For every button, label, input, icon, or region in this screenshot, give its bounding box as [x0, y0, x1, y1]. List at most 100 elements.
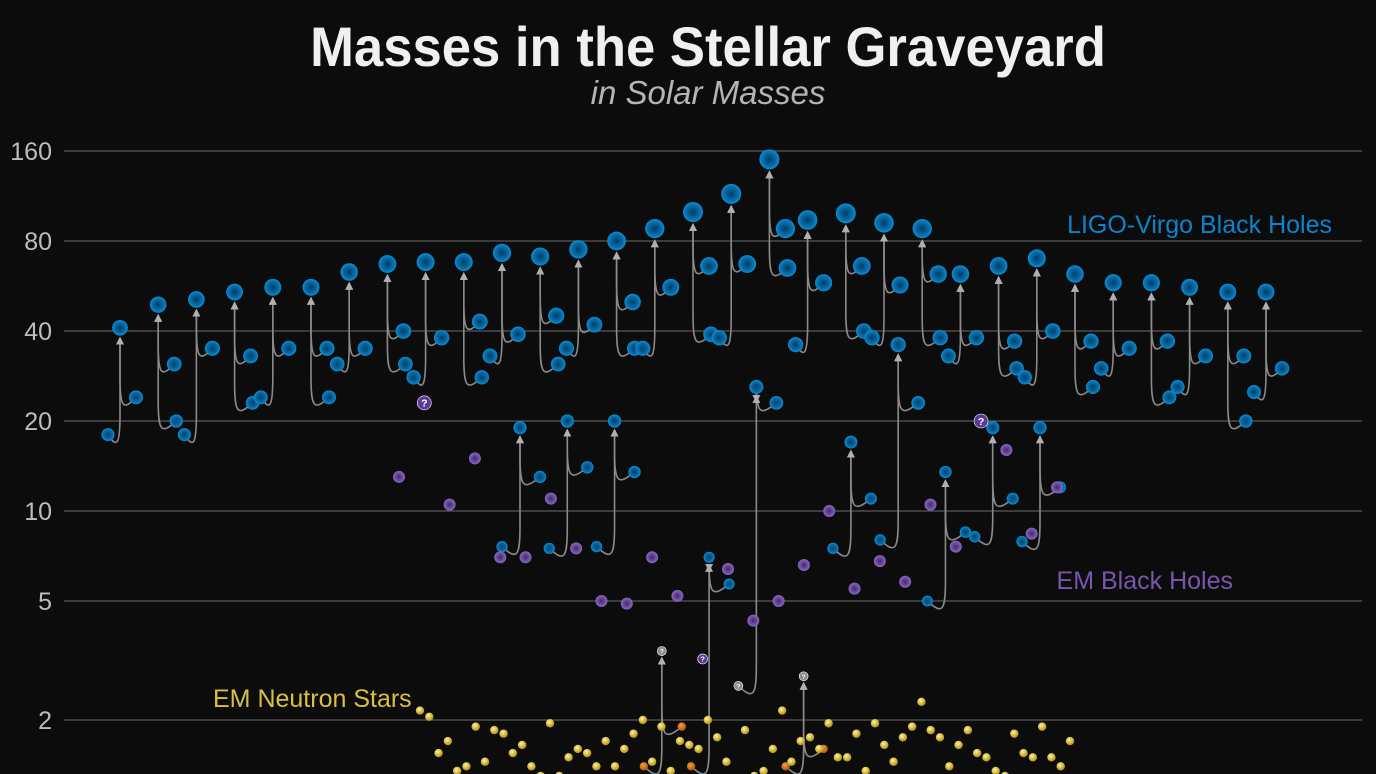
em-neutron-star-point	[490, 725, 499, 735]
ligo-component-point	[253, 390, 268, 405]
ligo-component-point	[166, 356, 182, 372]
ligo-remnant-point	[835, 203, 856, 224]
ligo-component-point	[1121, 340, 1137, 356]
question-mark-icon: ?	[421, 398, 427, 410]
em-neutron-star-point	[722, 757, 731, 766]
question-mark-icon: ?	[802, 674, 806, 681]
ligo-component-point	[778, 259, 797, 277]
ligo-remnant-point	[1257, 283, 1275, 301]
ligo-remnant-point	[302, 278, 320, 296]
em-neutron-star-point	[545, 719, 555, 728]
merger-arrow	[785, 681, 808, 774]
ligo-remnant-point	[607, 231, 626, 251]
ligo-remnant-point	[1027, 249, 1046, 268]
ligo-component-point	[471, 313, 488, 330]
ligo-remnant-point	[454, 253, 473, 272]
y-tick-label: 20	[24, 408, 52, 436]
ligo-remnant-point	[939, 465, 952, 479]
ligo-component-point	[433, 329, 450, 346]
ligo-remnant-point	[1033, 421, 1047, 435]
em-neutron-star-point	[824, 719, 833, 728]
y-tick-label: 40	[24, 318, 52, 346]
ligo-component-point	[101, 428, 115, 442]
ligo-component-point	[940, 348, 956, 364]
em-black-hole-point	[848, 582, 861, 595]
em-neutron-star-point	[740, 725, 750, 735]
ligo-component-point	[548, 307, 565, 324]
em-neutron-star-point	[601, 736, 610, 746]
ligo-component-point	[700, 257, 718, 275]
ligo-component-point	[474, 370, 489, 385]
ligo-component-point	[243, 348, 259, 364]
em-neutron-star-point	[833, 753, 843, 762]
em-black-hole-point	[873, 555, 886, 568]
em-neutron-star-point	[926, 725, 935, 735]
ligo-component-point	[129, 390, 143, 405]
question-mark-icon: ?	[660, 649, 664, 656]
em-neutron-star-point	[573, 744, 583, 754]
em-neutron-star-point	[499, 729, 508, 738]
em-black-hole-point	[1025, 527, 1038, 540]
ligo-component-point	[406, 370, 421, 385]
ligo-component-point	[662, 278, 680, 296]
ligo-component-point	[395, 323, 412, 339]
em-neutron-star-point	[685, 740, 694, 750]
em-neutron-star-point	[1028, 753, 1038, 762]
question-mark-icon: ?	[978, 416, 984, 428]
merger-arrow	[643, 656, 666, 774]
em-neutron-star-point	[480, 757, 490, 766]
em-neutron-star-point	[517, 740, 527, 750]
em-black-hole-point	[570, 542, 583, 555]
em-black-hole-uncertain-point	[417, 395, 432, 411]
em-neutron-star-point	[657, 722, 666, 731]
unknown-remnant-point	[657, 646, 667, 656]
ligo-component-point	[533, 470, 547, 484]
legend-em-neutron-stars: EM Neutron Stars	[213, 685, 412, 713]
ligo-remnant-point	[607, 414, 622, 428]
em-black-hole-uncertain-point	[973, 413, 989, 429]
ligo-component-point	[1045, 323, 1061, 339]
ligo-component-point	[319, 340, 335, 356]
merger-arrow	[690, 563, 714, 774]
em-black-hole-point	[1051, 481, 1063, 494]
em-neutron-star-point	[1056, 762, 1065, 771]
em-neutron-star-point	[425, 712, 434, 721]
ligo-remnant-point	[264, 278, 282, 296]
em-neutron-star-point	[703, 715, 713, 725]
em-neutron-star-point	[564, 753, 573, 762]
em-black-hole-point	[797, 558, 810, 571]
ligo-component-point	[510, 326, 526, 343]
em-neutron-star-point	[870, 719, 880, 728]
ligo-component-point	[827, 542, 839, 554]
ligo-component-point	[1239, 414, 1253, 428]
em-neutron-star-point	[1019, 748, 1028, 758]
merger-arrow	[832, 449, 855, 557]
ligo-remnant-point	[683, 202, 703, 223]
ligo-component-point	[590, 540, 603, 553]
ligo-remnant-point	[560, 414, 574, 428]
y-tick-label: 10	[24, 498, 52, 526]
em-neutron-star-point	[954, 740, 963, 750]
ligo-component-point	[1006, 492, 1019, 505]
ligo-component-point	[1198, 348, 1214, 364]
question-mark-icon: ?	[736, 683, 740, 690]
em-neutron-star-point	[592, 762, 601, 771]
em-black-hole-point	[747, 614, 760, 627]
merger-arrow	[737, 394, 761, 695]
ligo-component-point	[204, 340, 220, 356]
ligo-neutron-star-point	[639, 762, 649, 771]
em-neutron-star-point	[666, 766, 675, 774]
ligo-remnant-point	[844, 435, 858, 449]
ligo-component-point	[769, 395, 784, 410]
merger-arrow	[657, 656, 683, 736]
ligo-component-point	[558, 340, 574, 356]
em-black-hole-point	[722, 562, 734, 575]
merger-arrow	[974, 435, 997, 546]
ligo-remnant-point	[951, 265, 970, 283]
ligo-remnant-point	[874, 213, 894, 233]
ligo-component-point	[357, 340, 373, 356]
ligo-remnant-point	[513, 421, 527, 435]
ligo-remnant-point	[890, 337, 906, 353]
ligo-component-point	[177, 428, 191, 442]
ligo-remnant-point	[759, 149, 780, 170]
